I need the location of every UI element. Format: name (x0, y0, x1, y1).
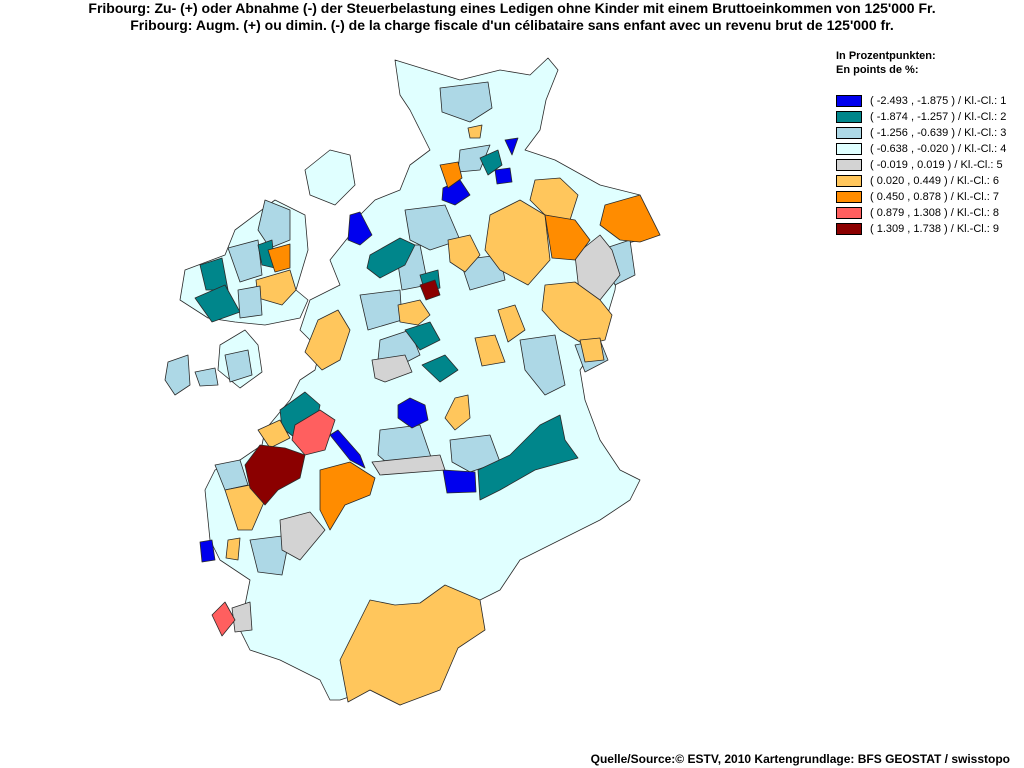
legend: ( -2.493 , -1.875 ) / Kl.-Cl.: 1 ( -1.874… (836, 93, 1006, 237)
legend-label: ( -0.019 , 0.019 ) / Kl.-Cl.: 5 (870, 159, 1003, 171)
municipality-region (211, 601, 236, 637)
municipality-region (479, 149, 503, 176)
municipality-region (484, 199, 551, 286)
municipality-region (199, 539, 216, 563)
municipality-region (231, 601, 253, 633)
municipality-region (442, 469, 477, 494)
legend-item: ( -2.493 , -1.875 ) / Kl.-Cl.: 1 (836, 93, 1006, 109)
municipality-region (404, 321, 441, 351)
legend-swatch (836, 127, 862, 139)
legend-swatch (836, 95, 862, 107)
municipality-region (257, 199, 291, 249)
municipality-region (291, 409, 336, 456)
legend-item: ( 0.020 , 0.449 ) / Kl.-Cl.: 6 (836, 173, 1006, 189)
municipality-region (194, 367, 219, 387)
municipality-region (419, 279, 441, 301)
municipality-region (444, 394, 471, 431)
municipality-region (544, 214, 591, 261)
municipality-region (279, 511, 326, 561)
legend-swatch (836, 111, 862, 123)
municipality-region (304, 309, 351, 371)
municipality-region (497, 304, 526, 343)
source-credit: Quelle/Source:© ESTV, 2010 Kartengrundla… (590, 752, 1010, 766)
municipality-region (339, 584, 486, 706)
fribourg-municipality-map (164, 57, 661, 706)
municipality-region (227, 239, 263, 283)
municipality-region (447, 234, 481, 273)
municipality-region (599, 194, 661, 243)
legend-swatch (836, 143, 862, 155)
legend-swatch (836, 159, 862, 171)
legend-label: ( 0.879 , 1.308 ) / Kl.-Cl.: 8 (870, 207, 1000, 219)
legend-label: ( 1.309 , 1.738 ) / Kl.-Cl.: 9 (870, 223, 1000, 235)
municipality-region (347, 211, 373, 246)
legend-label: ( -1.874 , -1.257 ) / Kl.-Cl.: 2 (870, 111, 1007, 123)
municipality-region (579, 337, 605, 363)
municipality-region (371, 354, 413, 383)
municipality-region (164, 354, 191, 396)
municipality-region (467, 124, 483, 139)
legend-swatch (836, 191, 862, 203)
municipality-region (329, 429, 366, 469)
legend-item: ( 1.309 , 1.738 ) / Kl.-Cl.: 9 (836, 221, 1006, 237)
legend-label: ( 0.450 , 0.878 ) / Kl.-Cl.: 7 (870, 191, 1000, 203)
municipality-region (477, 414, 579, 501)
legend-item: ( 0.450 , 0.878 ) / Kl.-Cl.: 7 (836, 189, 1006, 205)
map-title-french: Fribourg: Augm. (+) ou dimin. (-) de la … (130, 17, 894, 33)
legend-item: ( -0.638 , -0.020 ) / Kl.-Cl.: 4 (836, 141, 1006, 157)
legend-item: ( -0.019 , 0.019 ) / Kl.-Cl.: 5 (836, 157, 1006, 173)
legend-item: ( 0.879 , 1.308 ) / Kl.-Cl.: 8 (836, 205, 1006, 221)
legend-label: ( -1.256 , -0.639 ) / Kl.-Cl.: 3 (870, 127, 1007, 139)
legend-heading-french: En points de %: (836, 64, 919, 76)
legend-label: ( -2.493 , -1.875 ) / Kl.-Cl.: 1 (870, 95, 1007, 107)
municipality-region (237, 285, 263, 319)
legend-item: ( -1.874 , -1.257 ) / Kl.-Cl.: 2 (836, 109, 1006, 125)
municipality-region (474, 334, 506, 367)
municipality-region (397, 397, 429, 429)
legend-swatch (836, 207, 862, 219)
legend-item: ( -1.256 , -0.639 ) / Kl.-Cl.: 3 (836, 125, 1006, 141)
municipality-region (224, 484, 266, 531)
municipality-region (224, 349, 253, 383)
municipality-region (257, 419, 291, 449)
municipality-region (439, 81, 493, 123)
legend-label: ( -0.638 , -0.020 ) / Kl.-Cl.: 4 (870, 143, 1007, 155)
municipality-region (439, 161, 463, 189)
municipality-region (371, 454, 446, 476)
municipality-region (519, 334, 566, 396)
municipality-region (267, 243, 291, 273)
legend-heading-german: In Prozentpunkten: (836, 50, 936, 62)
municipality-region (404, 204, 461, 251)
municipality-region (249, 534, 291, 576)
municipality-region (421, 354, 459, 383)
legend-swatch (836, 223, 862, 235)
municipality-region (304, 149, 356, 206)
municipality-region (225, 537, 241, 561)
municipality-region (319, 461, 376, 531)
municipality-region (397, 299, 431, 326)
municipality-region (366, 237, 416, 279)
municipality-region (504, 137, 519, 156)
municipality-region (244, 444, 306, 506)
municipality-region (494, 167, 513, 185)
legend-label: ( 0.020 , 0.449 ) / Kl.-Cl.: 6 (870, 175, 1000, 187)
map-title-german: Fribourg: Zu- (+) oder Abnahme (-) der S… (88, 0, 936, 16)
municipality-region (541, 281, 613, 346)
legend-swatch (836, 175, 862, 187)
